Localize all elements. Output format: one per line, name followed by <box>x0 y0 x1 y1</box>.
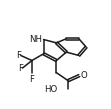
Text: O: O <box>80 71 87 80</box>
Text: F: F <box>18 64 23 73</box>
Text: HO: HO <box>45 85 58 94</box>
Text: NH: NH <box>29 35 42 44</box>
Text: F: F <box>29 75 34 84</box>
Text: F: F <box>17 51 22 60</box>
